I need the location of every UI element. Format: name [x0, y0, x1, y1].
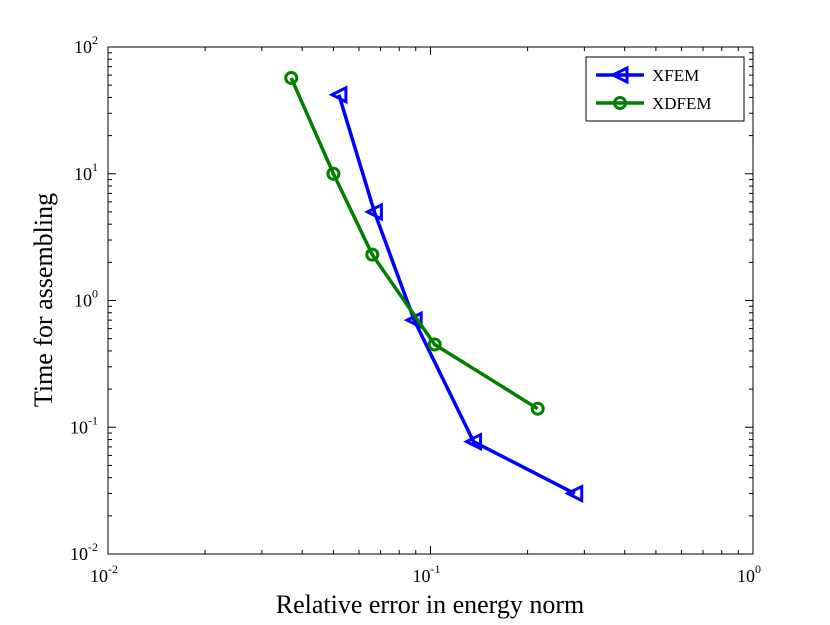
axis-ticks [107, 46, 754, 555]
x-tick-base: 10 [413, 566, 431, 586]
legend-label: XFEM [652, 66, 699, 85]
series-layer [284, 70, 584, 503]
data-point-xdfem [284, 70, 299, 85]
y-tick-base: 10 [70, 544, 88, 564]
y-tick-base: 10 [74, 37, 92, 57]
series-xfem [328, 85, 584, 503]
data-point-xdfem [365, 247, 380, 262]
y-tick-exp: -1 [88, 413, 98, 427]
x-tick-exp: -2 [108, 562, 118, 576]
data-point-xfem [564, 484, 584, 503]
x-tick-base: 10 [737, 566, 755, 586]
y-axis-title: Time for assembling [29, 193, 58, 407]
y-tick-label: 102 [74, 33, 98, 57]
legend-item-xfem: XFEM [596, 65, 699, 85]
y-tick-label: 10-1 [70, 413, 98, 437]
data-point-xfem [463, 432, 483, 452]
y-tick-base: 10 [70, 417, 88, 437]
x-tick-label: 100 [737, 562, 761, 586]
legend: XFEM XDFEM [585, 56, 745, 122]
y-tick-exp: 0 [92, 287, 98, 301]
legend-marker [613, 96, 627, 110]
series-line-xdfem [289, 77, 539, 411]
x-tick-label: 10-1 [413, 562, 441, 586]
y-tick-label: 10-2 [70, 540, 98, 564]
y-tick-base: 10 [74, 291, 92, 311]
x-tick-base: 10 [90, 566, 108, 586]
y-tick-exp: -2 [88, 540, 98, 554]
legend-item-xdfem: XDFEM [596, 94, 712, 113]
legend-label: XDFEM [652, 94, 712, 113]
x-tick-exp: -1 [431, 562, 441, 576]
data-point-xfem [364, 202, 383, 222]
y-tick-exp: 2 [92, 33, 98, 47]
legend-box [585, 56, 745, 122]
x-tick-exp: 0 [755, 562, 761, 576]
series-xdfem [284, 70, 545, 416]
data-point-xfem [328, 85, 348, 105]
series-line-xfem [337, 94, 576, 496]
x-tick-label: 10-2 [90, 562, 118, 586]
data-point-xdfem [326, 166, 341, 181]
legend-marker [609, 65, 629, 85]
data-point-xdfem [427, 337, 442, 352]
data-point-xdfem [530, 401, 545, 416]
y-tick-label: 100 [74, 287, 98, 311]
plot-area [107, 46, 754, 555]
x-axis-title: Relative error in energy norm [276, 590, 585, 619]
y-tick-label: 101 [74, 160, 98, 184]
y-tick-exp: 1 [92, 160, 98, 174]
y-tick-base: 10 [74, 164, 92, 184]
